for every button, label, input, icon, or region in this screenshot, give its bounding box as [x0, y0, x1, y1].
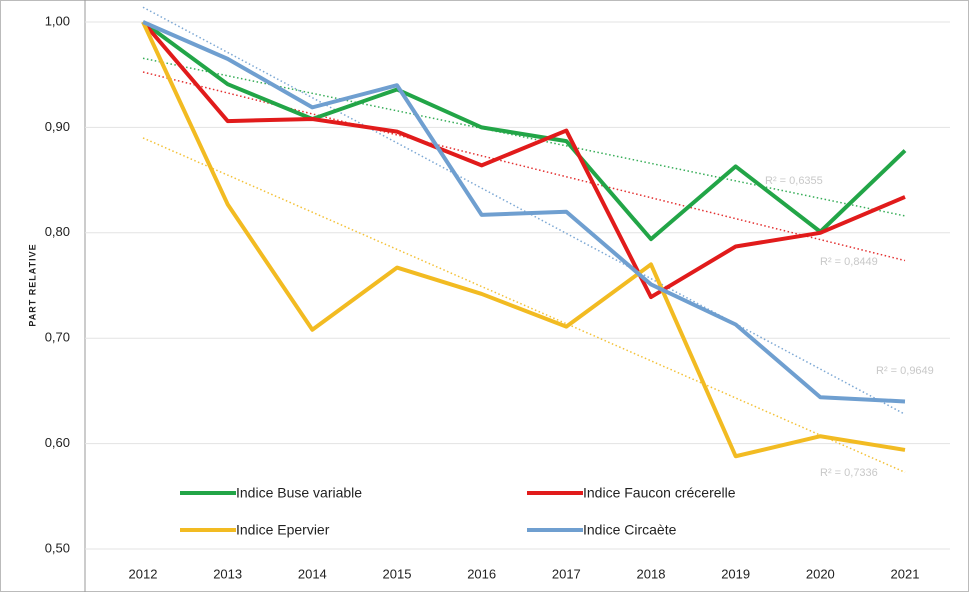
x-tick-label: 2018: [637, 566, 666, 581]
x-tick-label: 2016: [467, 566, 496, 581]
x-tick-label: 2017: [552, 566, 581, 581]
x-tick-label: 2013: [213, 566, 242, 581]
trendline: [142, 71, 906, 262]
trendline-label: R² = 0,9649: [876, 365, 934, 377]
legend-label: Indice Faucon crécerelle: [583, 485, 736, 501]
x-tick-label: 2015: [383, 566, 412, 581]
series-line: [141, 21, 906, 459]
legend-label: Indice Epervier: [236, 522, 330, 538]
y-tick-label: 0,50: [45, 540, 70, 555]
x-tick-label: 2012: [129, 566, 158, 581]
trendline: [142, 57, 906, 217]
x-tick-label: 2021: [891, 566, 920, 581]
x-tick-label: 2019: [721, 566, 750, 581]
y-tick-label: 0,60: [45, 435, 70, 450]
y-tick-label: 0,70: [45, 330, 70, 345]
x-tick-label: 2014: [298, 566, 327, 581]
series-line: [142, 20, 906, 404]
trendline-label: R² = 0,6355: [765, 175, 823, 187]
trendline-label: R² = 0,7336: [820, 467, 878, 479]
series-line: [141, 20, 907, 242]
trendline: [142, 137, 906, 473]
legend-label: Indice Circaète: [583, 522, 677, 538]
y-tick-label: 0,80: [45, 224, 70, 239]
x-tick-label: 2020: [806, 566, 835, 581]
y-axis-label: PART RELATIVE: [27, 243, 37, 326]
legend-label: Indice Buse variable: [236, 485, 362, 501]
y-tick-label: 0,90: [45, 119, 70, 134]
y-tick-label: 1,00: [45, 13, 70, 28]
series-line: [141, 20, 906, 300]
trendline-label: R² = 0,8449: [820, 256, 878, 268]
